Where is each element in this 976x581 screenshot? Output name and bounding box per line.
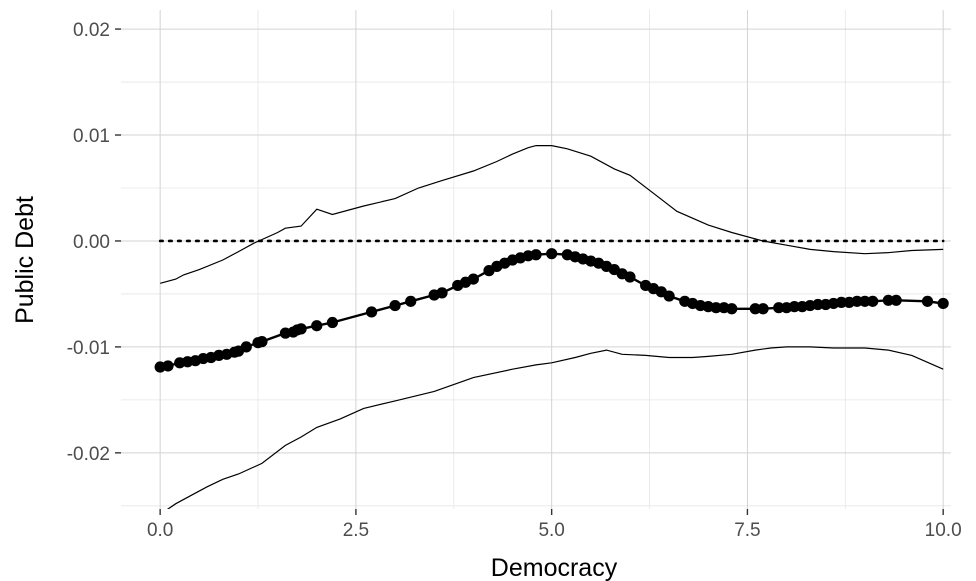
y-tick-label: 0.00 [73,232,110,253]
estimate-point [530,249,541,260]
x-tick-label: 5.0 [538,520,564,541]
estimate-point [757,303,768,314]
estimate-point [726,303,737,314]
estimate-point [241,341,252,352]
y-tick-label: -0.01 [67,338,110,359]
x-tick-label: 10.0 [925,520,962,541]
estimate-point [436,287,447,298]
estimate-point [311,320,322,331]
estimate-point [867,296,878,307]
estimate-point [938,298,949,309]
y-axis-title: Public Debt [11,196,39,324]
x-tick-label: 7.5 [734,520,760,541]
estimate-point [664,290,675,301]
y-tick-label: -0.02 [67,444,110,465]
y-tick-label: 0.01 [73,126,110,147]
estimate-point [389,300,400,311]
x-tick-label: 2.5 [343,520,369,541]
estimate-point [922,296,933,307]
x-axis-ticks: 0.0 2.5 5.0 7.5 10.0 [147,509,962,541]
estimate-point [546,248,557,259]
estimate-point [891,295,902,306]
estimate-point [405,296,416,307]
x-axis-title: Democracy [491,554,618,581]
estimate-point [162,360,173,371]
estimate-point [295,323,306,334]
estimate-point [624,271,635,282]
estimate-point [256,336,267,347]
estimate-point [468,273,479,284]
x-tick-label: 0.0 [147,520,173,541]
y-axis-ticks: -0.02 -0.01 0.00 0.01 0.02 [67,20,121,465]
y-tick-label: 0.02 [73,20,110,41]
estimate-point [366,306,377,317]
estimate-point [327,317,338,328]
